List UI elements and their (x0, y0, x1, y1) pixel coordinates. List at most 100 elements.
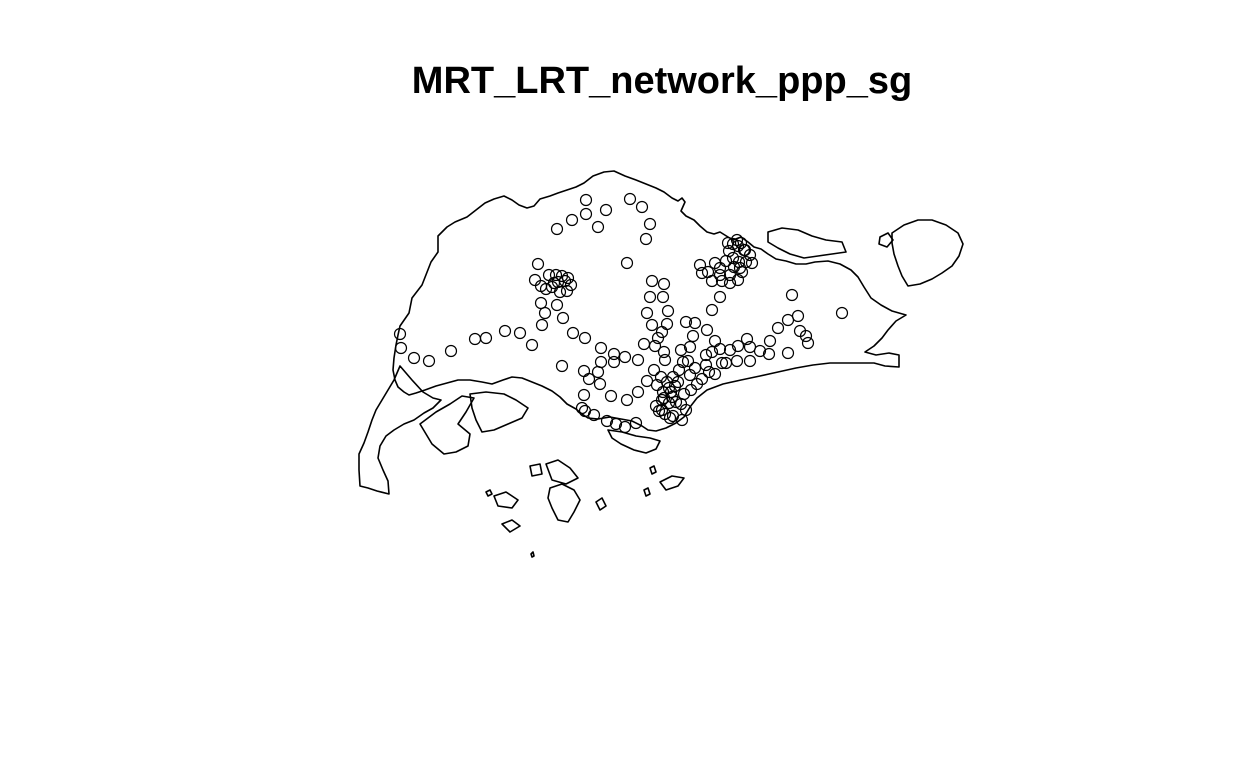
station-point (591, 220, 605, 234)
station-point (681, 354, 695, 368)
station-point (629, 416, 643, 430)
station-point (730, 354, 744, 368)
station-point (550, 222, 564, 236)
station-point (708, 334, 722, 348)
station-point (561, 271, 575, 285)
station-points (393, 192, 849, 434)
station-point (683, 368, 697, 382)
station-point (620, 256, 634, 270)
station-point (599, 203, 613, 217)
station-point (618, 350, 632, 364)
station-point (705, 345, 719, 359)
station-point (394, 341, 408, 355)
station-point (607, 347, 621, 361)
station-point (564, 278, 578, 292)
sentosa-outline (607, 429, 661, 454)
station-point (558, 274, 572, 288)
station-point (658, 353, 672, 367)
western-islet-outline (419, 395, 475, 455)
station-point (719, 356, 733, 370)
station-point (801, 336, 815, 350)
plot-title: MRT_LRT_network_ppp_sg (412, 60, 912, 102)
station-point (637, 337, 651, 351)
station-point (715, 356, 729, 370)
station-point (713, 261, 727, 275)
station-point (555, 359, 569, 373)
station-point (553, 285, 567, 299)
station-point (393, 327, 407, 341)
station-point (591, 365, 605, 379)
station-point (528, 273, 542, 287)
station-point (726, 251, 740, 265)
station-point (715, 274, 729, 288)
station-point (666, 409, 680, 423)
station-point (743, 354, 757, 368)
station-point (693, 258, 707, 272)
station-point (721, 236, 735, 250)
station-point (594, 355, 608, 369)
station-point (513, 326, 527, 340)
station-point (799, 329, 813, 343)
station-point (566, 326, 580, 340)
southern-islet-outline (643, 487, 651, 497)
station-point (618, 420, 632, 434)
station-point (631, 385, 645, 399)
station-point (662, 396, 676, 410)
station-point (647, 363, 661, 377)
station-point (565, 213, 579, 227)
station-point (640, 374, 654, 388)
station-point (713, 268, 727, 282)
station-point (534, 296, 548, 310)
southern-islet-outline (530, 551, 535, 558)
station-point (525, 338, 539, 352)
pulau-tekong-outline (891, 219, 964, 287)
station-point (723, 276, 737, 290)
station-point (650, 378, 664, 392)
station-point (604, 389, 618, 403)
station-point (686, 329, 700, 343)
station-point (657, 277, 671, 291)
station-point (672, 363, 686, 377)
station-point (705, 274, 719, 288)
station-point (661, 304, 675, 318)
station-point (702, 365, 716, 379)
southern-islet-outline (545, 459, 579, 485)
station-point (726, 237, 740, 251)
southern-islet-outline (485, 489, 493, 497)
western-islet-outline (469, 391, 529, 433)
station-point (648, 339, 662, 353)
southern-islet-outline (649, 465, 657, 475)
southern-islet-outline (493, 491, 519, 509)
station-point (655, 393, 669, 407)
station-point (623, 192, 637, 206)
station-point (723, 343, 737, 357)
station-point (713, 342, 727, 356)
station-point (620, 393, 634, 407)
southern-islet-outline (501, 519, 521, 533)
station-point (660, 317, 674, 331)
station-point (730, 233, 744, 247)
station-point (745, 256, 759, 270)
main-island-outline (392, 170, 907, 432)
station-point (695, 266, 709, 280)
station-point (683, 340, 697, 354)
station-point (753, 344, 767, 358)
station-point (609, 417, 623, 431)
station-point (652, 404, 666, 418)
station-point (735, 265, 749, 279)
station-point (734, 236, 748, 250)
station-point (671, 375, 685, 389)
station-point (688, 316, 702, 330)
station-point (444, 344, 458, 358)
station-point (791, 309, 805, 323)
station-point (538, 306, 552, 320)
station-point (676, 355, 690, 369)
station-point (578, 331, 592, 345)
station-point (771, 321, 785, 335)
station-point (594, 341, 608, 355)
station-point (656, 290, 670, 304)
station-point (549, 268, 563, 282)
station-point (639, 232, 653, 246)
station-point (762, 347, 776, 361)
